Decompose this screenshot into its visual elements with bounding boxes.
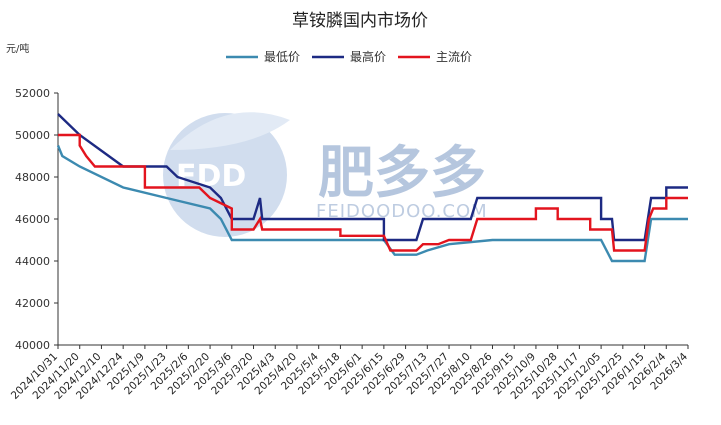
series-line-1: [57, 113, 688, 242]
watermark: FDD 肥多多 FEIDOODOO.COM: [163, 112, 488, 237]
watermark-leaf-shape: [170, 112, 290, 150]
legend-label-0: 最低价: [264, 50, 300, 64]
y-tick-label: 42000: [15, 297, 50, 310]
y-tick-label: 44000: [15, 255, 50, 268]
y-tick-label: 52000: [15, 87, 50, 100]
y-tick-label: 46000: [15, 213, 50, 226]
chart-title: 草铵膦国内市场价: [292, 11, 428, 31]
series-line-2: [58, 133, 688, 252]
x-axis: 2024/10/312024/11/202024/12/102024/12/24…: [9, 344, 690, 402]
legend-label-1: 最高价: [350, 49, 386, 64]
y-tick-label: 48000: [15, 171, 50, 184]
y-axis: 40000 42000 44000 46000 48000 50000 52000: [15, 87, 59, 352]
legend-label-2: 主流价: [436, 50, 472, 64]
y-tick-label: 40000: [15, 339, 50, 352]
legend: 最低价 最高价 主流价: [226, 49, 472, 64]
y-tick-label: 50000: [15, 129, 50, 142]
watermark-url: FEIDOODOO.COM: [316, 201, 488, 222]
watermark-text: 肥多多: [318, 141, 486, 206]
series-lines: [56, 113, 688, 263]
y-axis-unit: 元/吨: [6, 42, 29, 55]
